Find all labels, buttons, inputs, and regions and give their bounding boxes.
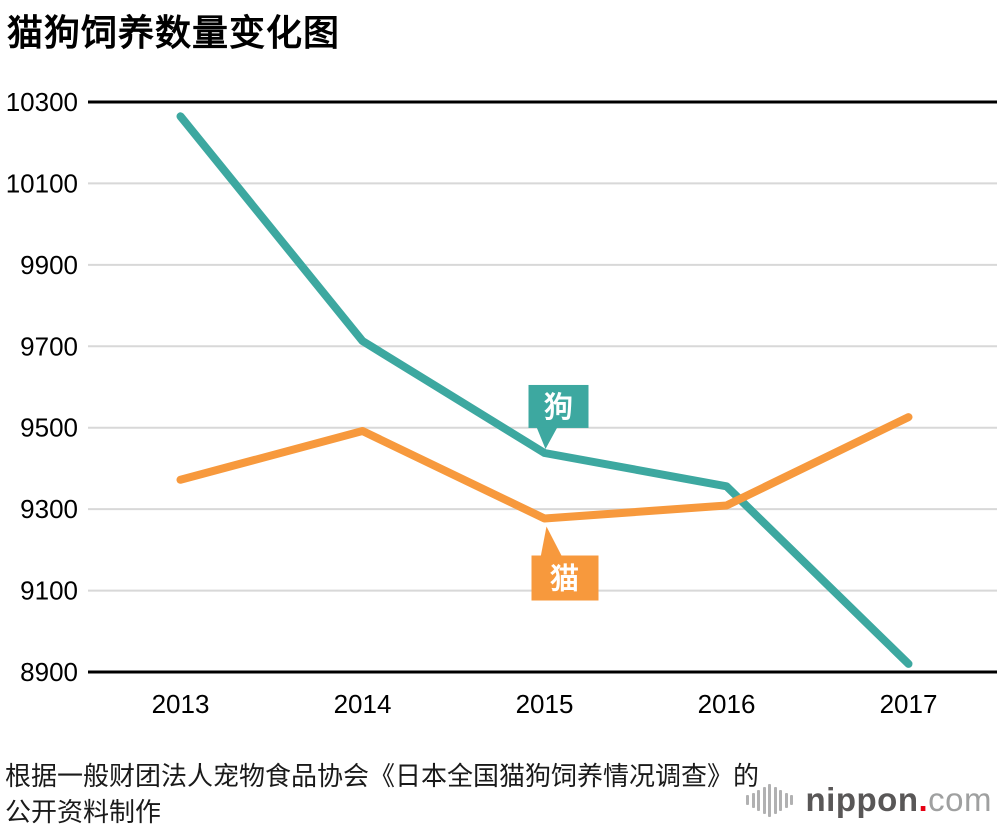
y-tick-label: 8900 (20, 657, 78, 687)
line-chart: 10300 10100 9900 9700 9500 9300 9100 8900 2013 20… (6, 87, 997, 719)
soundwave-bars-icon (746, 780, 796, 820)
callout-label-cat: 猫 (550, 563, 579, 596)
soundwave-bar (790, 795, 794, 805)
soundwave-bar (751, 792, 755, 808)
y-tick-label: 9100 (20, 576, 78, 606)
series-line-dog (176, 112, 913, 668)
source-note: 根据一般财团法人宠物食品协会《日本全国猫狗饲养情况调查》的 公开资料制作 (5, 758, 759, 826)
y-tick-label: 9900 (20, 250, 78, 280)
logo-wordmark: nippon.com (806, 781, 992, 819)
callout-label-dog: 狗 (544, 391, 573, 424)
x-tick-label: 2015 (516, 689, 574, 719)
source-note-line2: 公开资料制作 (5, 797, 162, 826)
callout-box-cat (531, 555, 599, 601)
y-tick-label: 9500 (20, 413, 78, 443)
callout-tail-dog (536, 426, 558, 449)
series-line-cat (176, 413, 913, 523)
soundwave-bar (746, 795, 750, 805)
soundwave-bar (768, 783, 772, 817)
soundwave-bar (784, 792, 788, 808)
soundwave-bar (757, 789, 761, 811)
y-tick-label: 10300 (6, 87, 78, 117)
chart-title: 猫狗饲养数量变化图 (7, 12, 341, 53)
x-tick-label: 2016 (698, 689, 756, 719)
y-tick-label: 9300 (20, 494, 78, 524)
nippon-com-logo: nippon.com (746, 780, 992, 820)
soundwave-bar (773, 786, 777, 814)
soundwave-bar (779, 789, 783, 811)
callout-tail-cat (540, 526, 563, 558)
soundwave-bar (762, 786, 766, 814)
source-note-line1: 根据一般财团法人宠物食品协会《日本全国猫狗饲养情况调查》的 (5, 761, 760, 791)
y-tick-label: 10100 (6, 168, 78, 198)
x-tick-label: 2017 (880, 689, 938, 719)
callout-box-dog (528, 384, 589, 428)
logo-red-dot: . (918, 781, 929, 818)
x-tick-label: 2014 (334, 689, 392, 719)
y-tick-label: 9700 (20, 331, 78, 361)
x-tick-label: 2013 (152, 689, 210, 719)
logo-text-light: com (928, 781, 992, 818)
logo-text-bold: nippon (805, 781, 919, 818)
